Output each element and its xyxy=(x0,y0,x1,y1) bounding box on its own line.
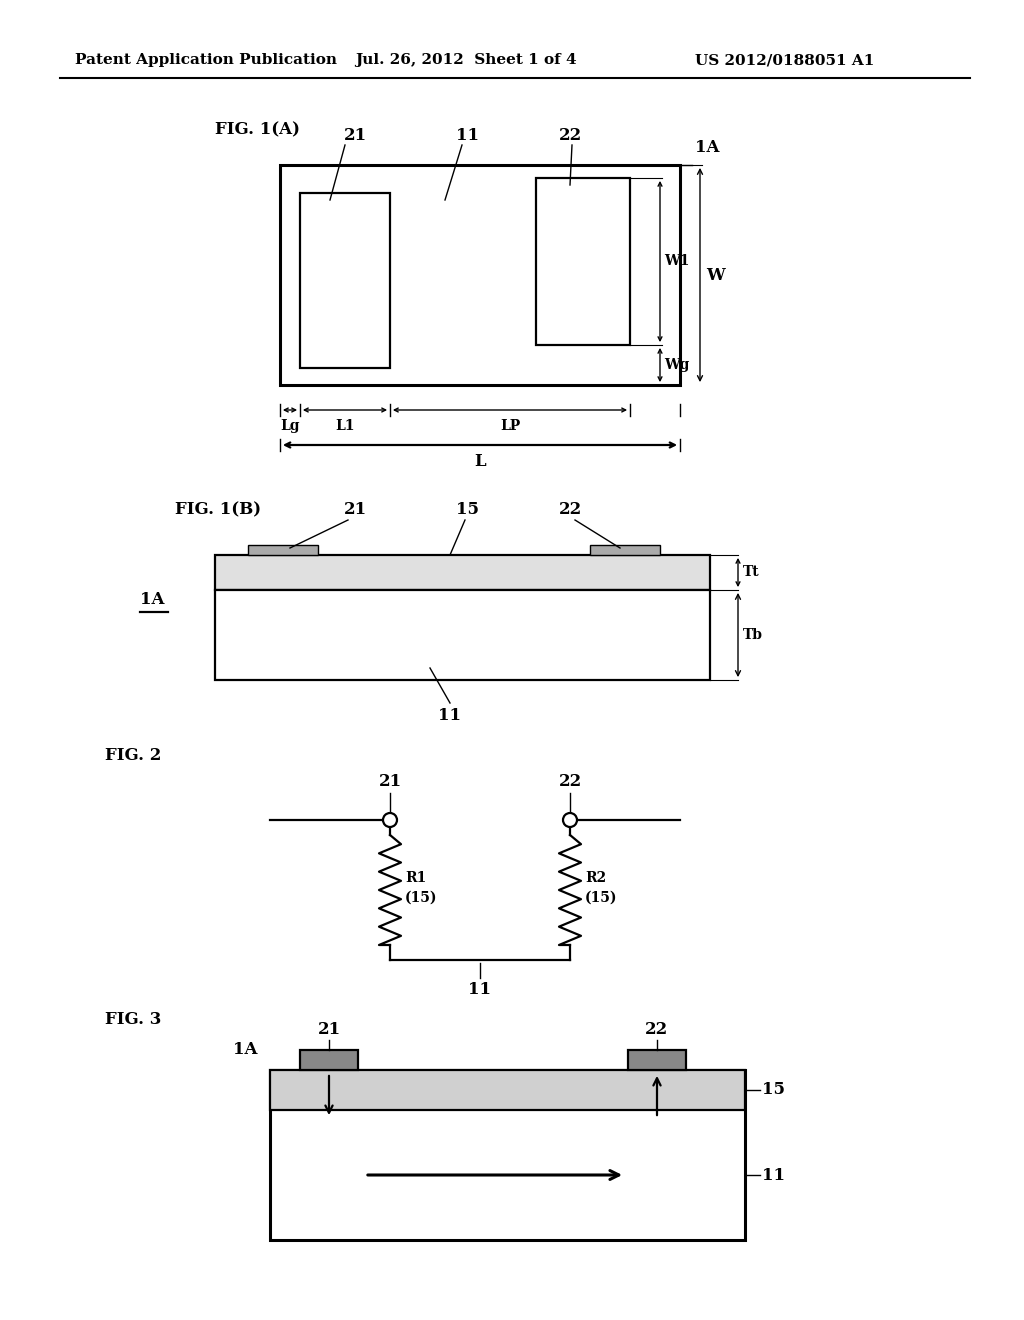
Text: (15): (15) xyxy=(585,891,617,906)
Text: L1: L1 xyxy=(335,418,354,433)
Text: FIG. 2: FIG. 2 xyxy=(105,747,162,763)
Text: 22: 22 xyxy=(558,502,582,519)
Text: 22: 22 xyxy=(645,1022,669,1039)
Text: Patent Application Publication: Patent Application Publication xyxy=(75,53,337,67)
Text: 1A: 1A xyxy=(140,591,165,609)
Text: W1: W1 xyxy=(664,253,689,268)
Bar xyxy=(300,193,390,368)
Text: 21: 21 xyxy=(343,127,367,144)
Text: 1A: 1A xyxy=(232,1041,257,1059)
Text: Lg: Lg xyxy=(281,418,300,433)
Text: (15): (15) xyxy=(406,891,437,906)
Text: Jul. 26, 2012  Sheet 1 of 4: Jul. 26, 2012 Sheet 1 of 4 xyxy=(355,53,577,67)
Bar xyxy=(270,1071,745,1239)
Text: 15: 15 xyxy=(762,1081,785,1098)
Bar xyxy=(536,178,630,345)
Bar xyxy=(628,1049,686,1071)
Bar xyxy=(280,165,680,385)
Text: FIG. 1(B): FIG. 1(B) xyxy=(175,502,261,519)
Text: L: L xyxy=(474,453,485,470)
Text: 1A: 1A xyxy=(695,140,720,157)
Text: Tb: Tb xyxy=(743,628,763,642)
Text: LP: LP xyxy=(500,418,520,433)
Bar xyxy=(215,554,710,590)
Text: 11: 11 xyxy=(469,982,492,998)
Bar xyxy=(215,590,710,680)
Text: 21: 21 xyxy=(343,502,367,519)
Bar xyxy=(300,1049,358,1071)
Bar xyxy=(590,545,660,554)
Text: US 2012/0188051 A1: US 2012/0188051 A1 xyxy=(695,53,874,67)
Circle shape xyxy=(563,813,577,828)
Text: 21: 21 xyxy=(379,774,401,791)
Text: Tt: Tt xyxy=(743,565,760,579)
Text: FIG. 1(A): FIG. 1(A) xyxy=(215,121,300,139)
Text: R2: R2 xyxy=(585,871,606,884)
Text: FIG. 3: FIG. 3 xyxy=(105,1011,162,1028)
Bar xyxy=(270,1071,745,1110)
Text: 11: 11 xyxy=(457,127,479,144)
Bar xyxy=(248,545,318,554)
Circle shape xyxy=(383,813,397,828)
Text: 15: 15 xyxy=(457,502,479,519)
Text: W: W xyxy=(706,267,725,284)
Text: 22: 22 xyxy=(558,127,582,144)
Text: 21: 21 xyxy=(317,1022,341,1039)
Text: 22: 22 xyxy=(558,774,582,791)
Text: 11: 11 xyxy=(438,706,462,723)
Text: 11: 11 xyxy=(762,1167,785,1184)
Text: Wg: Wg xyxy=(664,358,689,372)
Text: R1: R1 xyxy=(406,871,426,884)
